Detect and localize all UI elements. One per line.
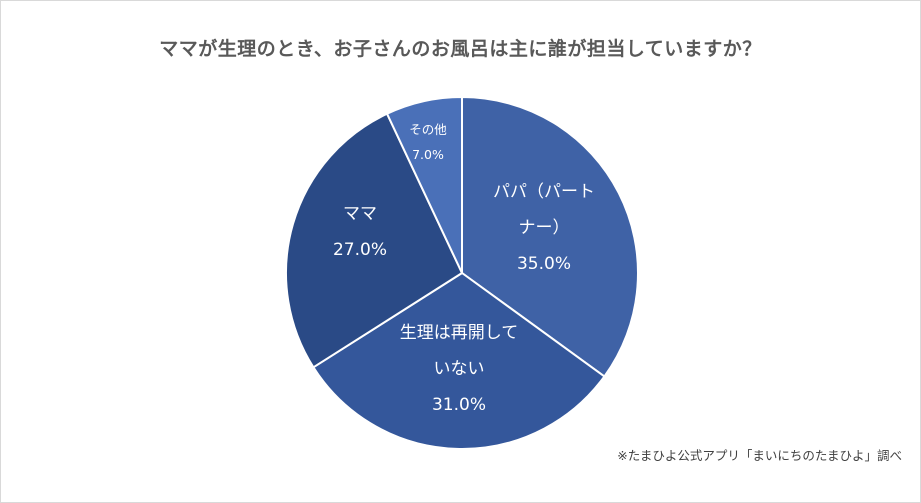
slice-category-text: その他 [409,122,447,137]
pie-slice-1 [461,95,639,378]
slice-category-text: ママ [343,204,377,224]
pie-slice-2 [312,271,606,450]
pie-slice-4 [385,95,463,274]
slice-value-text: 31.0% [432,395,486,415]
slice-category-text: いない [434,359,485,379]
pie-labels: パパ（パートナー） 35.0% 生理は再開していない 31.0% ママ 27.0% その他 7… [333,122,595,415]
slice-category-text: 生理は再開して [400,323,519,343]
slice-value-text: 35.0% [517,254,571,274]
slice-category-text: ナー） [519,218,570,238]
pie-slice-label-2: 生理は再開していない 31.0% [400,323,519,415]
pie-slice-3 [285,112,464,369]
pie-slice-label-4: その他 7.0% [409,122,447,162]
pie-slice-label-3: ママ 27.0% [333,204,387,260]
chart-title: ママが生理のとき、お子さんのお風呂は主に誰が担当していますか？ [159,38,762,60]
slice-category-text: パパ（パート [493,182,595,202]
pie-slice-label-1: パパ（パートナー） 35.0% [493,182,595,274]
slice-value-text: 7.0% [412,147,444,162]
slice-value-text: 27.0% [333,240,387,260]
source-note: ※たまひよ公式アプリ「まいにちのたまひよ」調べ [617,448,902,463]
pie-slices [285,95,639,450]
